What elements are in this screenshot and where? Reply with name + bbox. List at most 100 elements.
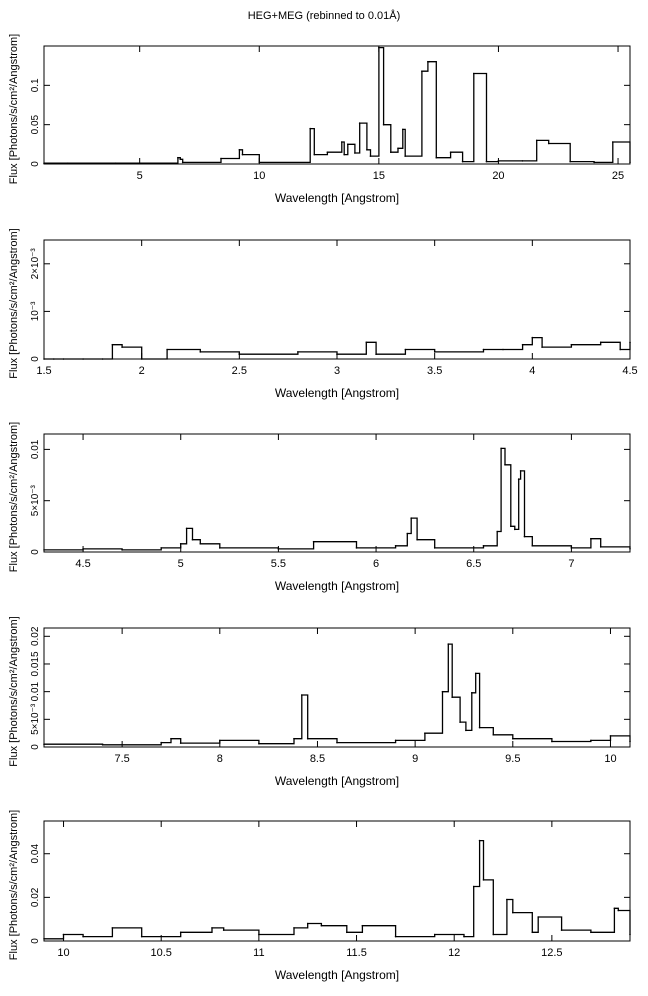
data-point [485,160,488,163]
data-point [521,343,524,346]
data-point [433,933,436,936]
data-point [62,933,65,936]
y-axis-label: Flux [Photons/s/cm²/Angstrom] [8,616,20,766]
data-point [612,141,614,143]
x-tick-label: 25 [612,170,624,182]
data-point [416,538,418,541]
data-point [482,545,485,547]
data-point [541,346,543,348]
data-point [619,348,621,351]
data-point [449,151,452,153]
data-point [521,160,524,162]
x-tick-label: 9.5 [505,753,520,765]
x-tick-label: 2 [139,365,145,377]
data-point [523,535,526,538]
data-point [369,155,372,157]
x-tick-label: 5 [137,170,143,182]
data-point [504,464,506,466]
data-point [336,741,338,744]
y-tick-label: 0.015 [30,651,41,676]
data-point [510,525,512,528]
data-point [478,726,481,729]
data-point [459,721,461,723]
data-point [354,152,356,154]
data-point [482,348,485,351]
chart-panel-5: 10 10.5 11 11.5 12 12.5 0 0.02 0.04 Wavelength [A… [8,810,631,982]
data-point [140,358,143,360]
data-point [402,128,404,131]
chart-panel-3: 4.5 5 5.5 6 6.5 7 0 5×10⁻³ 0.01 Wavelength [Angst… [8,422,631,593]
spectrum-step-line [44,46,631,164]
data-point [570,547,573,549]
data-point [629,740,631,743]
y-tick-label: 0.04 [30,844,41,864]
data-point [421,70,423,72]
chart-panel-2: 1.5 2 2.5 3 3.5 4 4.5 0 10⁻³ 2×10⁻³ Wavelength [An… [8,228,638,400]
data-point [378,46,380,49]
data-point [390,151,392,153]
x-tick-label: 12 [448,947,460,959]
data-point [101,358,104,360]
x-tick-label: 8.5 [310,753,325,765]
data-point [297,351,299,353]
data-point [404,348,407,351]
data-point [241,153,244,156]
data-point [341,141,343,143]
data-point [482,879,485,881]
data-point [191,538,194,541]
data-point [219,739,221,742]
data-point [433,547,436,549]
y-axis-label: Flux [Photons/s/cm²/Angstrom] [8,34,20,184]
y-tick-label: 0 [30,938,41,944]
data-point [629,548,631,550]
x-tick-label: 1.5 [36,365,51,377]
data-point [179,543,182,545]
chart-panel-1: 5 10 15 20 25 0 0.05 0.1 Wavelength [Angstrom] Fl… [8,34,631,205]
data-point [531,545,534,547]
data-point [101,744,104,746]
data-point [394,545,397,547]
data-point [514,528,516,531]
data-point [497,160,500,162]
data-point [461,160,464,163]
y-tick-label: 0.01 [30,681,41,701]
data-point [199,543,202,545]
data-point [306,922,309,925]
data-point [82,358,84,360]
x-tick-label: 5 [178,558,184,570]
data-point [62,358,65,360]
data-point [617,909,620,912]
data-point [160,741,162,744]
x-tick-label: 9 [412,753,418,765]
data-point [441,690,444,693]
data-point [111,343,114,346]
data-point [82,548,84,550]
data-point [506,898,508,901]
data-point [570,343,573,346]
data-point [326,151,329,153]
x-axis-label: Wavelength [Angstrom] [275,579,399,593]
x-tick-label: 10.5 [150,947,171,959]
data-point [293,927,295,929]
data-point [473,72,475,75]
data-point [394,935,397,938]
data-point [312,540,315,543]
data-point [599,546,602,548]
plot-frame [43,45,631,165]
data-point [222,929,225,931]
data-point [170,737,172,740]
data-point [347,143,349,146]
y-tick-label: 5×10⁻³ [30,484,41,516]
x-tick-label: 4 [529,365,535,377]
data-point [43,938,45,940]
data-point [179,742,182,744]
x-tick-label: 2.5 [232,365,247,377]
data-point [258,742,260,745]
data-point [435,156,438,159]
x-tick-label: 4.5 [75,558,90,570]
data-point [115,162,117,164]
x-tick-label: 10 [253,170,265,182]
data-point [465,729,467,732]
data-point [590,739,592,742]
